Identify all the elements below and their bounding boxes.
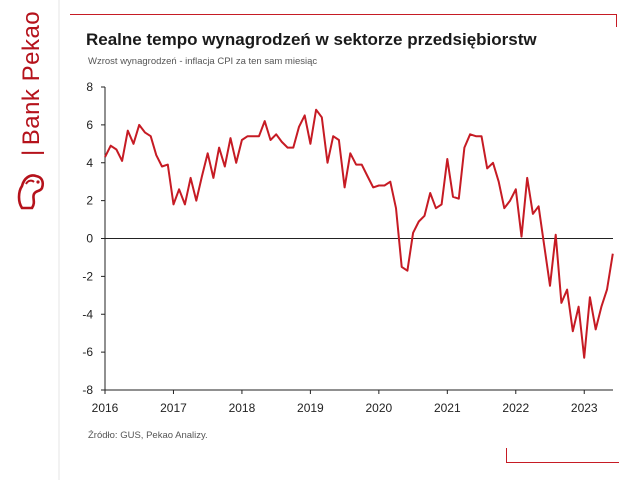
x-tick-label: 2023 <box>571 401 598 415</box>
x-tick-label: 2017 <box>160 401 187 415</box>
accent-frame-bottom <box>506 448 619 463</box>
x-tick-label: 2019 <box>297 401 324 415</box>
x-tick-label: 2021 <box>434 401 461 415</box>
bison-logo-icon <box>17 174 45 210</box>
y-tick-label: -6 <box>82 345 93 359</box>
y-tick-label: -4 <box>82 307 93 321</box>
y-axis: 8 6 4 2 0 -2 -4 -6 -8 <box>82 80 613 397</box>
series-layer <box>104 108 614 359</box>
source-note: Źródło: GUS, Pekao Analizy. <box>88 430 208 441</box>
y-tick-label: 0 <box>86 232 93 246</box>
accent-frame-top <box>70 14 617 27</box>
y-tick-label: -8 <box>82 383 93 397</box>
y-tick-label: -2 <box>82 269 93 283</box>
x-axis: 2016 2017 2018 2019 2020 2021 2022 2023 <box>92 389 613 415</box>
y-tick-label: 6 <box>86 118 93 132</box>
x-tick-label: 2022 <box>502 401 529 415</box>
y-tick-label: 4 <box>86 156 93 170</box>
y-tick-label: 2 <box>86 194 93 208</box>
x-tick-label: 2016 <box>92 401 119 415</box>
brand-sidebar: |Bank Pekao <box>0 0 58 480</box>
y-tick-label: 8 <box>86 80 93 94</box>
x-tick-label: 2018 <box>229 401 256 415</box>
x-tick-label: 2020 <box>366 401 393 415</box>
series-line-0 <box>104 108 614 359</box>
chart-title: Realne tempo wynagrodzeń w sektorze prze… <box>86 30 537 49</box>
chart-subtitle: Wzrost wynagrodzeń - inflacja CPI za ten… <box>88 56 318 67</box>
